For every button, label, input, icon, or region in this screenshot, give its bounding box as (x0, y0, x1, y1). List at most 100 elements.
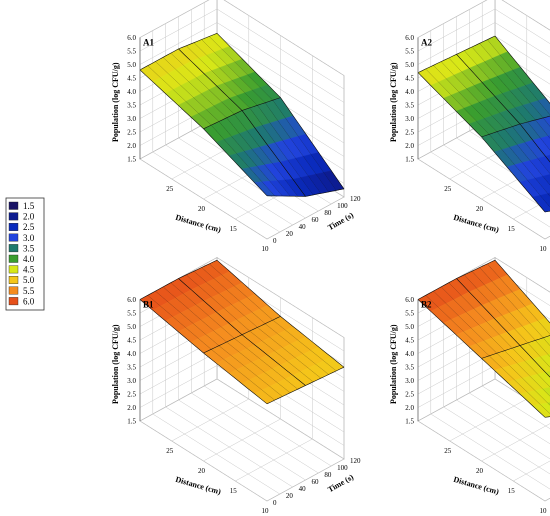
time-gridline (443, 285, 550, 475)
z-tick-label: 5.0 (405, 323, 414, 331)
z-axis-label: Population (log CFU/g) (111, 62, 120, 142)
z-tick-label: 3.0 (405, 115, 414, 123)
z-tick-label: 5.5 (127, 48, 136, 56)
z-tick-label: 2.0 (127, 142, 136, 150)
legend-swatch (8, 201, 19, 210)
surface-mesh-line (494, 260, 550, 324)
x-tick-label: 25 (166, 185, 174, 193)
x-tick-label: 10 (262, 245, 270, 253)
y-tick-label: 100 (337, 202, 348, 210)
panel-label: A1 (143, 38, 154, 48)
y-tick-label: 20 (286, 492, 294, 500)
legend-label: 1.5 (23, 201, 35, 211)
y-tick-label: 120 (350, 457, 361, 465)
x-tick-label: 20 (198, 205, 206, 213)
x-tick-label: 20 (476, 467, 484, 475)
distance-gridline (266, 337, 345, 502)
time-gridline (430, 292, 550, 490)
z-tick-label: 5.5 (127, 310, 136, 318)
surface (417, 259, 550, 418)
y-tick-label: 80 (324, 471, 332, 479)
z-tick-label: 5.5 (405, 310, 414, 318)
surface-band-line (456, 54, 550, 163)
z-tick-label: 1.5 (127, 156, 136, 164)
z-tick-label: 4.5 (127, 75, 136, 83)
surface-band-line (155, 290, 283, 397)
surface-band-line (147, 65, 275, 197)
surface-band-line (147, 295, 275, 401)
z-tick-label: 3.5 (405, 364, 414, 372)
surface-band-line (464, 50, 550, 151)
x-tick-label: 25 (444, 185, 452, 193)
x-tick-label: 15 (508, 225, 516, 233)
surface-mesh-line (481, 115, 550, 138)
distance-gridline (513, 460, 550, 482)
z-tick-label: 1.5 (405, 156, 414, 164)
x-tick-label: 20 (476, 205, 484, 213)
legend-label: 2.0 (23, 212, 35, 222)
y-tick-label: 40 (299, 223, 307, 231)
x-axis-label: Distance (cm) (174, 213, 222, 235)
surface-band-line (456, 278, 550, 378)
z-tick-label: 5.0 (127, 323, 136, 331)
z-tick-label: 4.5 (405, 75, 414, 83)
x-axis-label: Distance (cm) (174, 475, 222, 497)
surface-band-line (471, 271, 550, 358)
z-tick-label: 1.5 (127, 418, 136, 426)
surface-band-line (440, 286, 550, 397)
z-tick-label: 4.5 (405, 337, 414, 345)
surface-band-line (193, 271, 322, 379)
z-tick-label: 5.0 (127, 61, 136, 69)
x-tick-label: 20 (198, 467, 206, 475)
time-gridline (152, 292, 280, 495)
surface-band-line (170, 52, 298, 197)
panel-label: A2 (421, 38, 432, 48)
surface-mesh-line (266, 366, 345, 405)
z-tick-label: 6.0 (127, 296, 136, 304)
surface-band-line (186, 45, 314, 196)
surface (139, 259, 345, 405)
z-tick-label: 3.5 (127, 102, 136, 110)
z-tick-label: 2.5 (127, 391, 136, 399)
surface-patch (542, 387, 550, 397)
z-axis-label: Population (log CFU/g) (389, 62, 398, 142)
z-tick-label: 2.5 (405, 129, 414, 137)
x-tick-label: 10 (262, 507, 270, 515)
surface-band-line (162, 286, 291, 393)
z-tick-label: 3.0 (127, 377, 136, 385)
legend-swatch (8, 297, 19, 306)
surface-band-line (162, 57, 291, 197)
z-tick-label: 2.0 (405, 404, 414, 412)
panel-label: B1 (143, 300, 154, 310)
surface-band-line (425, 295, 550, 415)
legend-swatch (8, 276, 19, 284)
panel-a2: 1.52.02.53.03.54.04.55.05.56.02520151002… (389, 0, 550, 253)
z-tick-label: 2.5 (127, 129, 136, 137)
distance-gridline (481, 423, 550, 462)
surface-mesh-line (216, 33, 345, 190)
y-tick-label: 40 (299, 485, 307, 493)
surface-band-line (464, 274, 550, 368)
surface-band-line (471, 46, 550, 139)
legend-label: 3.0 (23, 233, 35, 243)
surface-band-line (487, 39, 550, 116)
surface-band-line (433, 290, 550, 406)
legend-swatch (8, 254, 19, 263)
legend-label: 3.5 (23, 243, 35, 253)
surface (139, 33, 345, 197)
surface-band-line (479, 43, 550, 127)
z-tick-label: 5.5 (405, 48, 414, 56)
y-tick-label: 0 (273, 499, 277, 507)
z-tick-label: 5.0 (405, 61, 414, 69)
surface-band-line (178, 48, 306, 197)
x-tick-label: 15 (230, 225, 238, 233)
y-tick-label: 80 (324, 209, 332, 217)
surface-band-line (201, 267, 329, 375)
z-tick-label: 3.0 (127, 115, 136, 123)
y-tick-label: 60 (312, 216, 320, 224)
surface-band-line (209, 263, 337, 372)
x-tick-label: 25 (444, 447, 452, 455)
surface (417, 35, 550, 213)
legend-swatch (8, 244, 19, 253)
z-axis-label: Population (log CFU/g) (111, 324, 120, 404)
